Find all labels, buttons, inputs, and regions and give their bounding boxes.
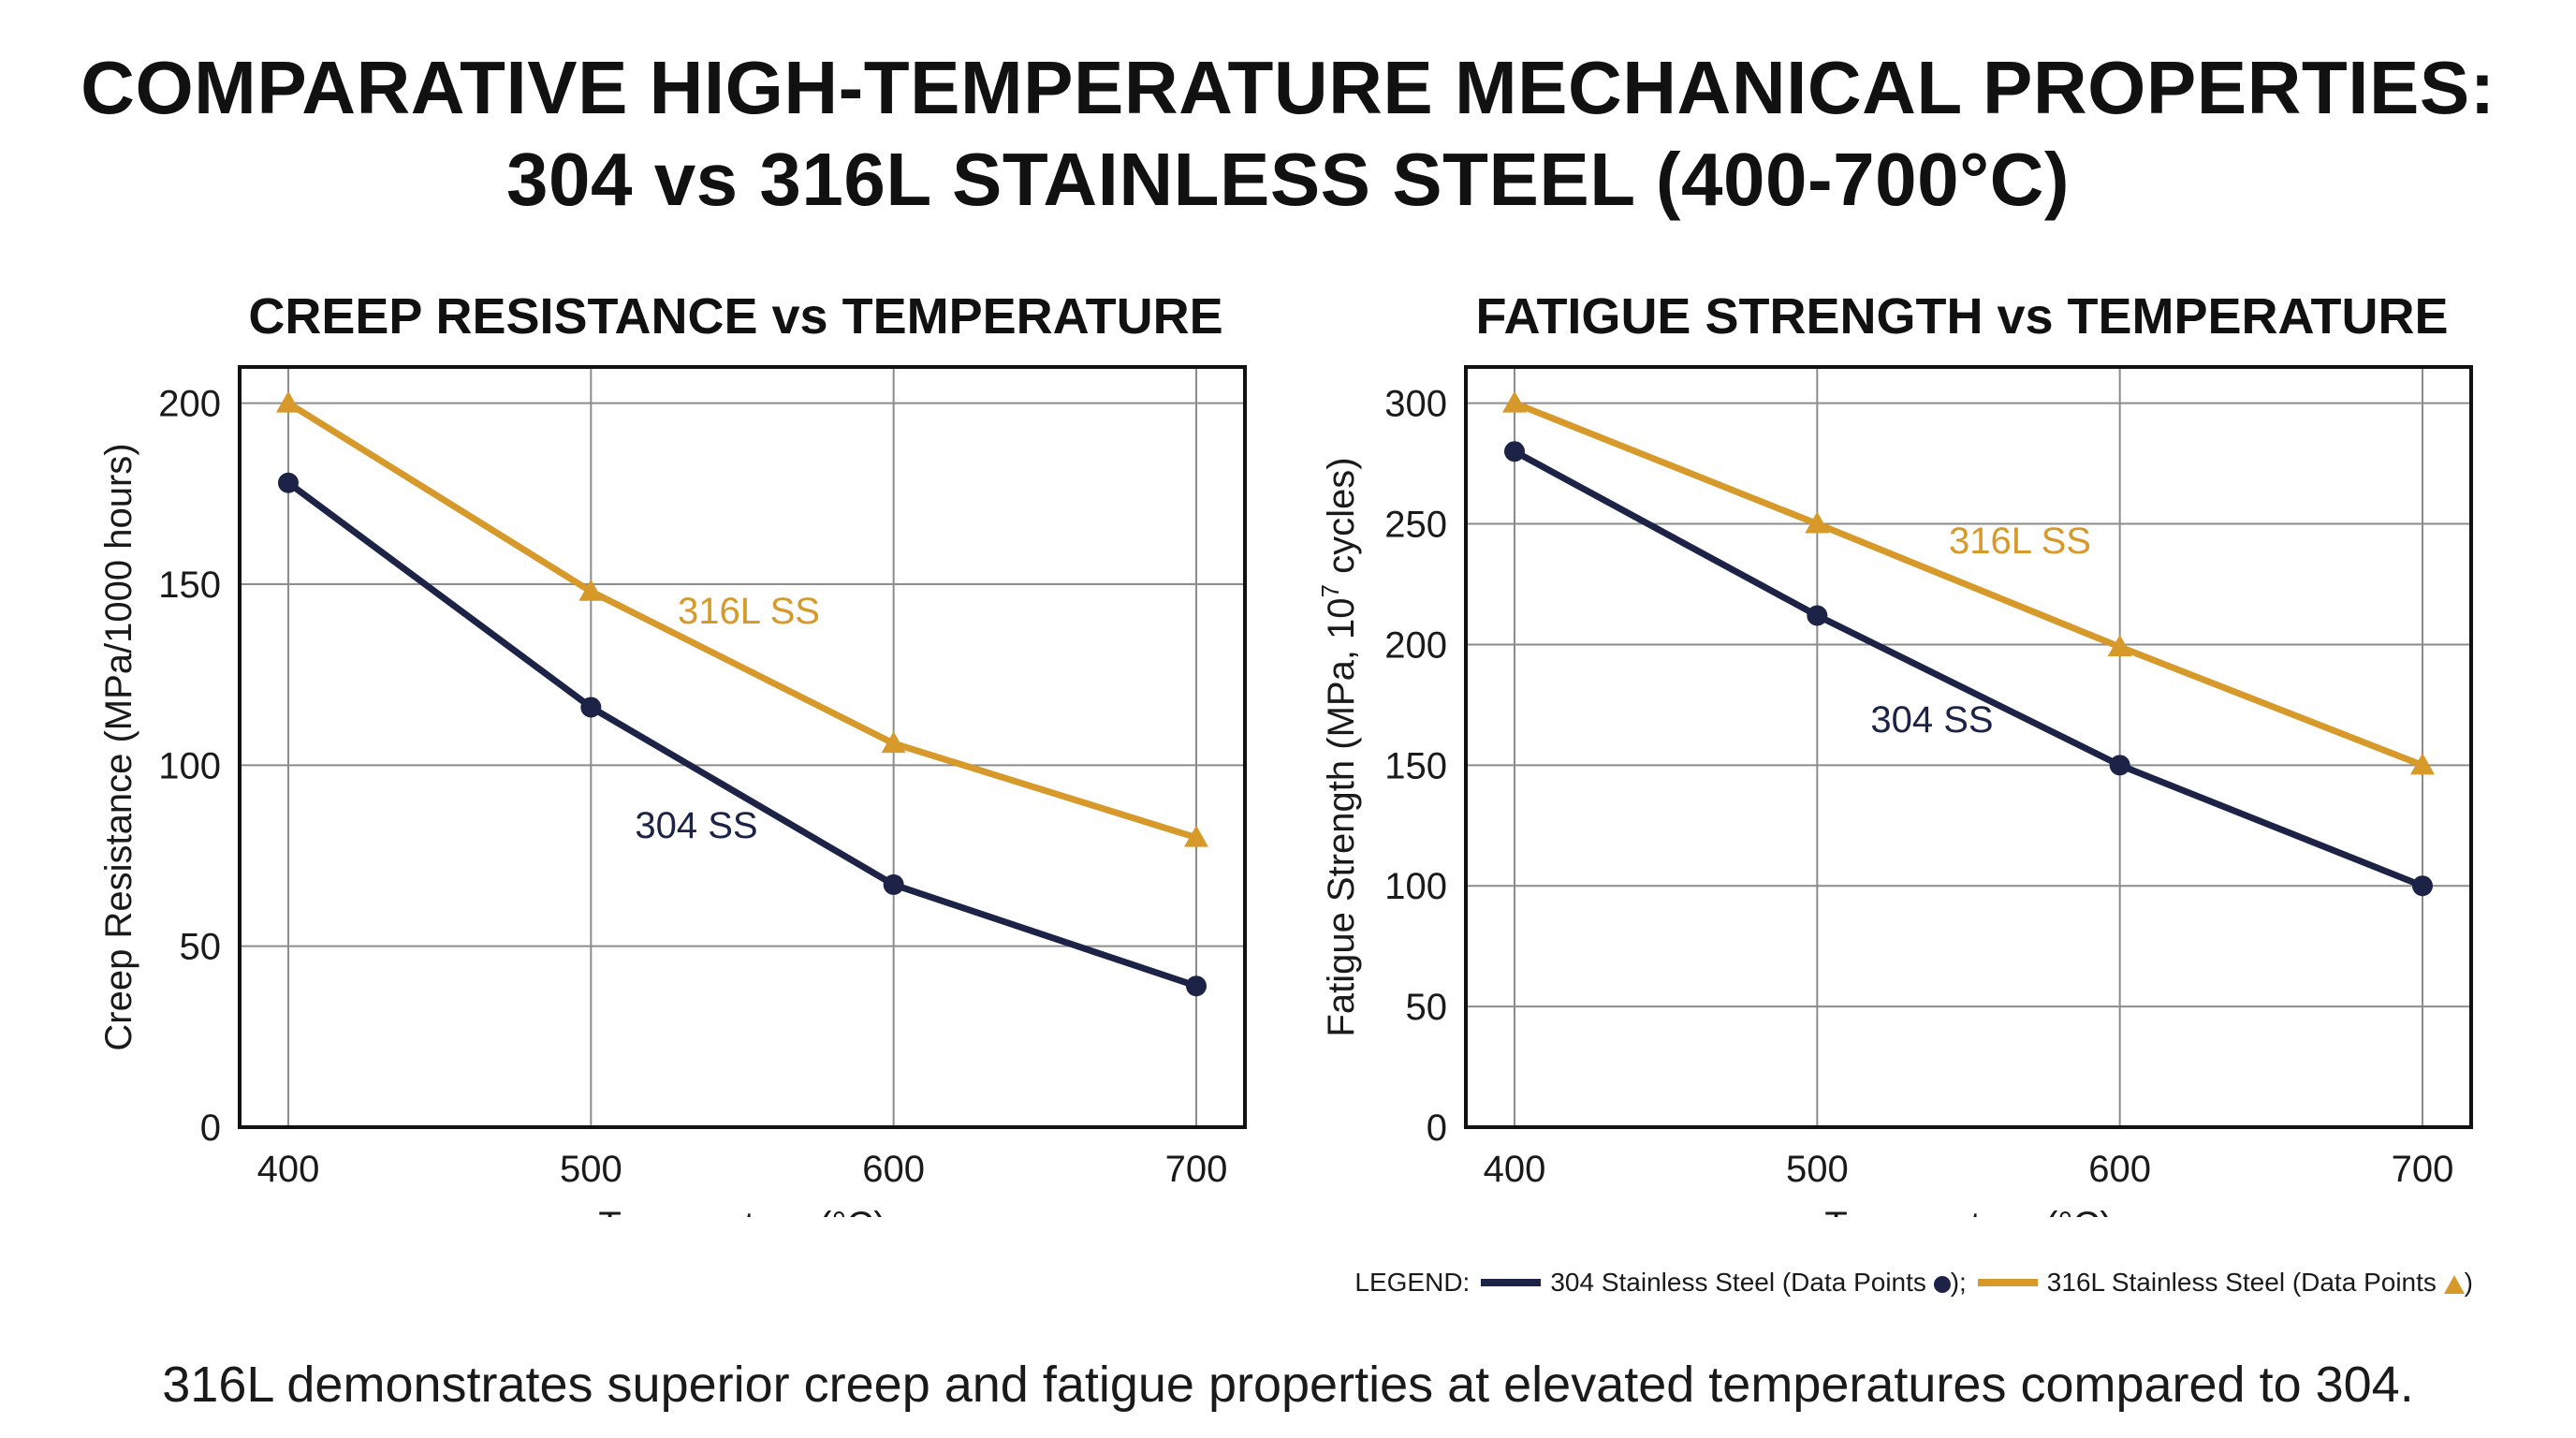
- y-tick-label: 100: [1384, 866, 1447, 907]
- x-tick-label: 500: [1786, 1149, 1849, 1190]
- y-tick-label: 50: [1406, 987, 1448, 1028]
- footer-caption: 316L demonstrates superior creep and fat…: [162, 1357, 2414, 1413]
- x-tick-label: 600: [2088, 1149, 2151, 1190]
- series-label-304: 304 SS: [635, 805, 757, 846]
- x-axis-title: Temperature (°C): [598, 1205, 886, 1217]
- data-point-316L: [1805, 511, 1830, 534]
- data-point-316L: [578, 579, 604, 601]
- data-point-304: [2412, 875, 2433, 897]
- main-title-line-2: 304 vs 316L STAINLESS STEEL (400-700°C): [505, 138, 2070, 221]
- data-point-316L: [2410, 753, 2435, 775]
- data-point-304: [278, 472, 299, 493]
- y-tick-label: 0: [1427, 1108, 1447, 1149]
- legend-label-304: 304 Stainless Steel (Data Points );: [1550, 1268, 1967, 1297]
- chart-title: FATIGUE STRENGTH vs TEMPERATURE: [1475, 288, 2448, 345]
- legend-triangle-marker-icon: [2443, 1274, 2465, 1294]
- y-tick-label: 300: [1384, 384, 1447, 425]
- series-line-316L: [1513, 400, 2424, 769]
- data-point-304: [1504, 441, 1525, 462]
- data-point-316L: [2107, 635, 2132, 657]
- plot-frame: [1464, 365, 2473, 1129]
- series-label-316L: 316L SS: [678, 591, 820, 632]
- y-tick-label: 250: [1384, 505, 1447, 546]
- legend: LEGEND: 304 Stainless Steel (Data Points…: [1354, 1268, 2473, 1298]
- y-axis-title: Fatigue Strength (MPa, 107 cycles): [1316, 457, 1362, 1036]
- legend-swatch-316L: [1977, 1279, 2038, 1286]
- legend-prefix: LEGEND:: [1354, 1268, 1471, 1297]
- data-point-304: [1186, 976, 1207, 997]
- y-tick-label: 150: [1384, 745, 1447, 786]
- data-point-304: [2109, 755, 2130, 776]
- y-tick-label: 150: [158, 565, 221, 606]
- data-point-304: [580, 697, 602, 718]
- series-line-304: [1513, 448, 2424, 889]
- legend-swatch-304: [1481, 1279, 1542, 1286]
- series-line-304: [285, 479, 1198, 990]
- y-tick-label: 200: [158, 384, 221, 425]
- y-tick-label: 100: [158, 745, 221, 786]
- data-point-316L: [881, 731, 906, 754]
- y-tick-label: 50: [180, 927, 222, 968]
- x-tick-label: 700: [2392, 1149, 2454, 1190]
- x-tick-label: 400: [1484, 1149, 1546, 1190]
- data-point-304: [1807, 605, 1828, 626]
- y-tick-label: 0: [200, 1108, 221, 1149]
- series-line-316L: [286, 400, 1198, 842]
- plot-frame: [238, 365, 1247, 1129]
- y-axis-title: Creep Resistance (MPa/1000 hours): [98, 443, 139, 1050]
- chart-title: CREEP RESISTANCE vs TEMPERATURE: [248, 288, 1222, 345]
- data-point-316L: [276, 390, 300, 413]
- y-tick-label: 200: [1384, 624, 1447, 666]
- legend-label-316L: 316L Stainless Steel (Data Points ): [2046, 1268, 2473, 1297]
- x-tick-label: 500: [560, 1149, 622, 1190]
- series-label-316L: 316L SS: [1949, 521, 2091, 562]
- legend-item-316L: 316L Stainless Steel (Data Points ): [1977, 1268, 2473, 1298]
- x-tick-label: 400: [257, 1149, 320, 1190]
- main-title-line-1: COMPARATIVE HIGH-TEMPERATURE MECHANICAL …: [80, 46, 2496, 129]
- data-point-304: [883, 873, 904, 895]
- data-point-316L: [1502, 390, 1527, 413]
- x-tick-label: 600: [862, 1149, 925, 1190]
- x-tick-label: 700: [1165, 1149, 1228, 1190]
- data-point-316L: [1184, 825, 1208, 847]
- legend-circle-marker-icon: [1933, 1275, 1951, 1293]
- series-label-304: 304 SS: [1870, 699, 1993, 741]
- legend-item-304: 304 Stainless Steel (Data Points );: [1481, 1268, 1967, 1298]
- x-axis-title: Temperature (°C): [1824, 1205, 2112, 1217]
